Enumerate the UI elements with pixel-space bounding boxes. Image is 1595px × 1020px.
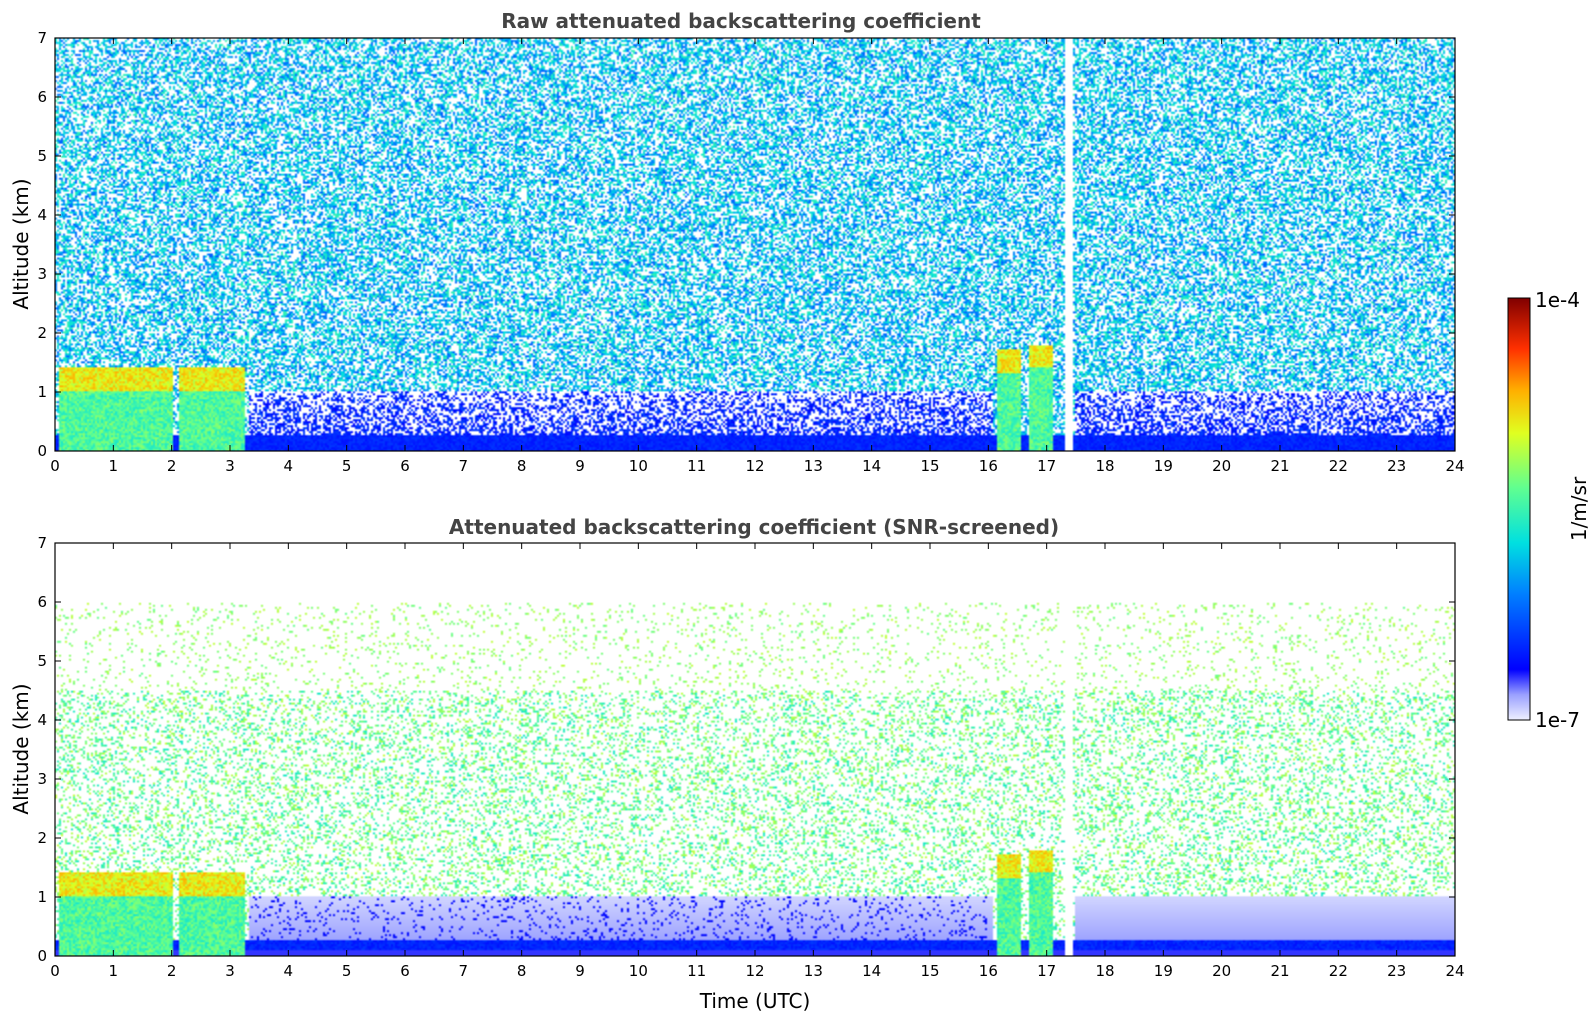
x-tick-label: 9 (575, 962, 585, 980)
x-tick-label: 14 (862, 457, 881, 475)
y-tick-label: 0 (37, 442, 47, 460)
x-axis-label: Time (UTC) (699, 989, 811, 1013)
y-tick-label: 4 (37, 711, 47, 729)
x-tick-label: 10 (629, 962, 648, 980)
x-tick-label: 24 (1445, 962, 1464, 980)
screened-backscatter-panel: Attenuated backscattering coefficient (S… (9, 515, 1465, 1013)
x-tick-label: 24 (1445, 457, 1464, 475)
y-tick-label: 3 (37, 770, 47, 788)
y-tick-label: 7 (37, 29, 47, 47)
x-tick-label: 6 (400, 457, 410, 475)
x-tick-label: 8 (517, 457, 527, 475)
x-tick-label: 23 (1387, 457, 1406, 475)
x-tick-label: 17 (1037, 962, 1056, 980)
backscatter-heatmap (55, 38, 1455, 451)
y-axis-ticks: 0 1 2 3 4 5 6 7 (37, 534, 1455, 965)
x-tick-label: 11 (687, 457, 706, 475)
x-tick-label: 3 (225, 962, 235, 980)
x-tick-label: 19 (1154, 962, 1173, 980)
x-tick-label: 10 (629, 457, 648, 475)
backscatter-heatmap (55, 543, 1455, 956)
x-tick-label: 22 (1329, 457, 1348, 475)
y-tick-label: 7 (37, 534, 47, 552)
panel-title: Attenuated backscattering coefficient (S… (449, 515, 1059, 539)
x-tick-label: 19 (1154, 457, 1173, 475)
y-tick-label: 5 (37, 147, 47, 165)
y-tick-label: 5 (37, 652, 47, 670)
x-tick-label: 2 (167, 457, 177, 475)
x-tick-label: 0 (50, 962, 60, 980)
y-tick-label: 2 (37, 324, 47, 342)
x-tick-label: 2 (167, 962, 177, 980)
x-tick-label: 22 (1329, 962, 1348, 980)
x-tick-label: 16 (979, 457, 998, 475)
x-axis-ticks: 0 1 2 3 4 5 6 7 8 9 10 11 12 13 14 15 16 17 18 19 20 21 22 23 24 (50, 38, 1465, 475)
x-tick-label: 8 (517, 962, 527, 980)
y-tick-label: 6 (37, 593, 47, 611)
x-tick-label: 21 (1270, 962, 1289, 980)
x-tick-label: 21 (1270, 457, 1289, 475)
y-tick-label: 1 (37, 888, 47, 906)
x-tick-label: 4 (284, 962, 294, 980)
y-tick-label: 1 (37, 383, 47, 401)
y-tick-label: 4 (37, 206, 47, 224)
x-tick-label: 7 (459, 457, 469, 475)
x-tick-label: 1 (109, 457, 119, 475)
x-tick-label: 4 (284, 457, 294, 475)
x-tick-label: 7 (459, 962, 469, 980)
x-tick-label: 1 (109, 962, 119, 980)
x-axis-ticks: 0 1 2 3 4 5 6 7 8 9 10 11 12 13 14 15 16 17 18 19 20 21 22 23 24 (50, 543, 1465, 980)
x-tick-label: 6 (400, 962, 410, 980)
x-tick-label: 11 (687, 962, 706, 980)
x-tick-label: 12 (745, 457, 764, 475)
y-tick-label: 6 (37, 88, 47, 106)
x-tick-label: 18 (1095, 962, 1114, 980)
x-tick-label: 14 (862, 962, 881, 980)
y-axis-label: Altitude (km) (9, 178, 33, 309)
x-tick-label: 18 (1095, 457, 1114, 475)
x-tick-label: 9 (575, 457, 585, 475)
x-tick-label: 16 (979, 962, 998, 980)
x-tick-label: 3 (225, 457, 235, 475)
y-axis-label: Altitude (km) (9, 683, 33, 814)
x-tick-label: 13 (804, 457, 823, 475)
x-tick-label: 5 (342, 457, 352, 475)
raw-backscatter-panel: Raw attenuated backscattering coefficien… (9, 9, 1465, 475)
colorbar-min-label: 1e-7 (1535, 708, 1580, 732)
y-axis-ticks: 0 1 2 3 4 5 6 7 (37, 29, 1455, 460)
x-tick-label: 20 (1212, 457, 1231, 475)
y-tick-label: 0 (37, 947, 47, 965)
colorbar-unit-label: 1/m/sr (1567, 476, 1591, 541)
x-tick-label: 5 (342, 962, 352, 980)
colorbar-max-label: 1e-4 (1535, 288, 1580, 312)
x-tick-label: 0 (50, 457, 60, 475)
panel-title: Raw attenuated backscattering coefficien… (501, 9, 981, 33)
x-tick-label: 13 (804, 962, 823, 980)
x-tick-label: 12 (745, 962, 764, 980)
x-tick-label: 23 (1387, 962, 1406, 980)
y-tick-label: 2 (37, 829, 47, 847)
y-tick-label: 3 (37, 265, 47, 283)
colorbar-gradient (1507, 297, 1531, 721)
x-tick-label: 17 (1037, 457, 1056, 475)
x-tick-label: 20 (1212, 962, 1231, 980)
x-tick-label: 15 (920, 962, 939, 980)
colorbar: 1e-4 1e-7 1/m/sr (1507, 288, 1591, 732)
x-tick-label: 15 (920, 457, 939, 475)
